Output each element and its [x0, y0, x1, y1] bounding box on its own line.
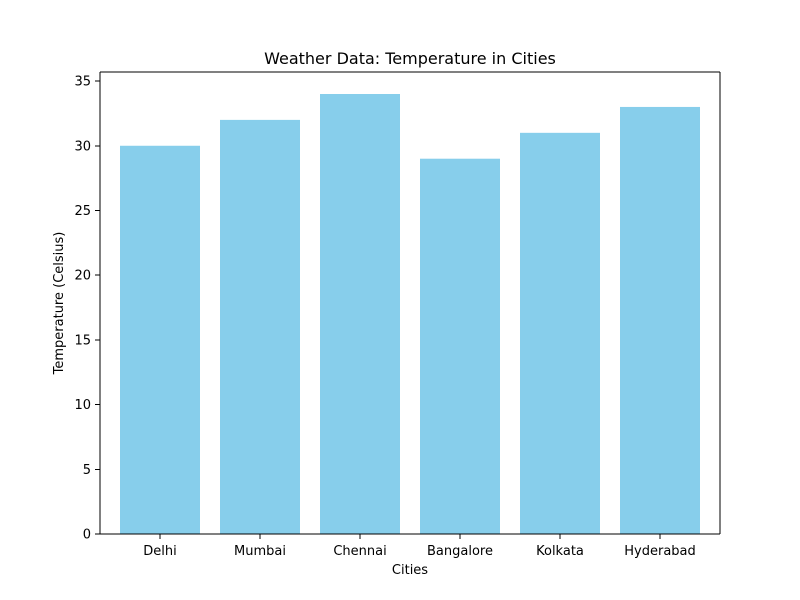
- x-tick-label: Kolkata: [536, 544, 584, 559]
- chart-title: Weather Data: Temperature in Cities: [264, 49, 556, 68]
- x-tick-label: Bangalore: [427, 544, 493, 559]
- bars-group: [120, 94, 700, 535]
- bar-delhi: [120, 145, 200, 534]
- y-tick-label: 30: [74, 139, 91, 154]
- x-tick-label: Delhi: [143, 544, 176, 559]
- bar-kolkata: [520, 132, 600, 534]
- x-axis-label: Cities: [392, 563, 428, 578]
- x-tick-label: Mumbai: [234, 544, 286, 559]
- bar-bangalore: [420, 158, 500, 535]
- y-tick-label: 20: [74, 269, 91, 284]
- bar-mumbai: [220, 119, 300, 534]
- y-axis-label: Temperature (Celsius): [52, 232, 67, 376]
- bar-hyderabad: [620, 106, 700, 535]
- x-tick-label: Chennai: [333, 544, 386, 559]
- x-tick-label: Hyderabad: [624, 544, 696, 559]
- bar-chennai: [320, 94, 400, 534]
- x-axis-ticks: Delhi Mumbai Chennai Bangalore Kolkata Hydera…: [143, 534, 696, 559]
- y-axis-ticks: 0 5 10 15 20 25 30 35: [74, 75, 100, 543]
- y-tick-label: 10: [74, 398, 91, 413]
- y-tick-label: 25: [74, 204, 91, 219]
- y-tick-label: 15: [74, 333, 91, 348]
- y-tick-label: 5: [83, 463, 91, 478]
- y-tick-label: 35: [74, 75, 91, 90]
- y-tick-label: 0: [83, 528, 91, 543]
